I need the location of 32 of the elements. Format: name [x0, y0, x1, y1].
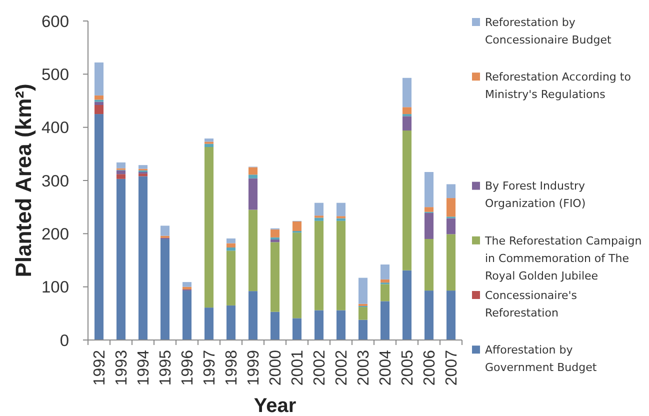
legend-label: Concessionaire's Reforestation: [485, 288, 578, 320]
x-tick-label: 1995: [158, 350, 175, 386]
x-tick-label: 1996: [180, 350, 197, 386]
legend-label: The Reforestation Campaign in Commemoration of The Royal Golden Jubilee: [484, 234, 642, 282]
x-tick-label: 2002: [312, 350, 329, 386]
legend-label: Afforestation by Government Budget: [485, 343, 598, 374]
x-tick-label: 1992: [92, 350, 109, 386]
x-tick-label: 1997: [202, 350, 219, 386]
y-tick-label: 200: [41, 225, 69, 244]
x-tick-label: 1998: [224, 350, 241, 386]
x-tick-label: 1993: [114, 350, 131, 386]
x-tick-label: 2001: [290, 350, 307, 386]
x-tick-label: 2002: [334, 350, 351, 386]
y-tick-label: 0: [60, 332, 69, 350]
x-tick-label: 1999: [246, 350, 263, 386]
y-tick-label: 500: [41, 66, 69, 84]
y-tick-label: 100: [41, 278, 69, 297]
y-axis-title: Planted Area (km²): [11, 84, 36, 278]
legend-label: Reforestation by Concessionaire Budget: [485, 16, 612, 46]
x-tick-label: 2000: [268, 350, 285, 386]
x-tick-label: 2003: [356, 350, 373, 386]
x-tick-label: 2004: [378, 350, 395, 386]
x-tick-label: 2006: [422, 350, 439, 386]
legend-label: Reforestation According to Ministry's Regulations: [485, 70, 632, 101]
y-tick-label: 300: [41, 172, 69, 190]
x-tick-label: 2005: [400, 350, 417, 386]
x-tick-label: 1994: [136, 350, 153, 386]
x-axis-title: Year: [254, 395, 296, 416]
y-tick-label: 600: [41, 12, 69, 31]
x-tick-label: 2007: [444, 350, 461, 386]
y-tick-label: 400: [41, 119, 69, 138]
legend-label: By Forest Industry Organization (FIO): [485, 180, 586, 210]
